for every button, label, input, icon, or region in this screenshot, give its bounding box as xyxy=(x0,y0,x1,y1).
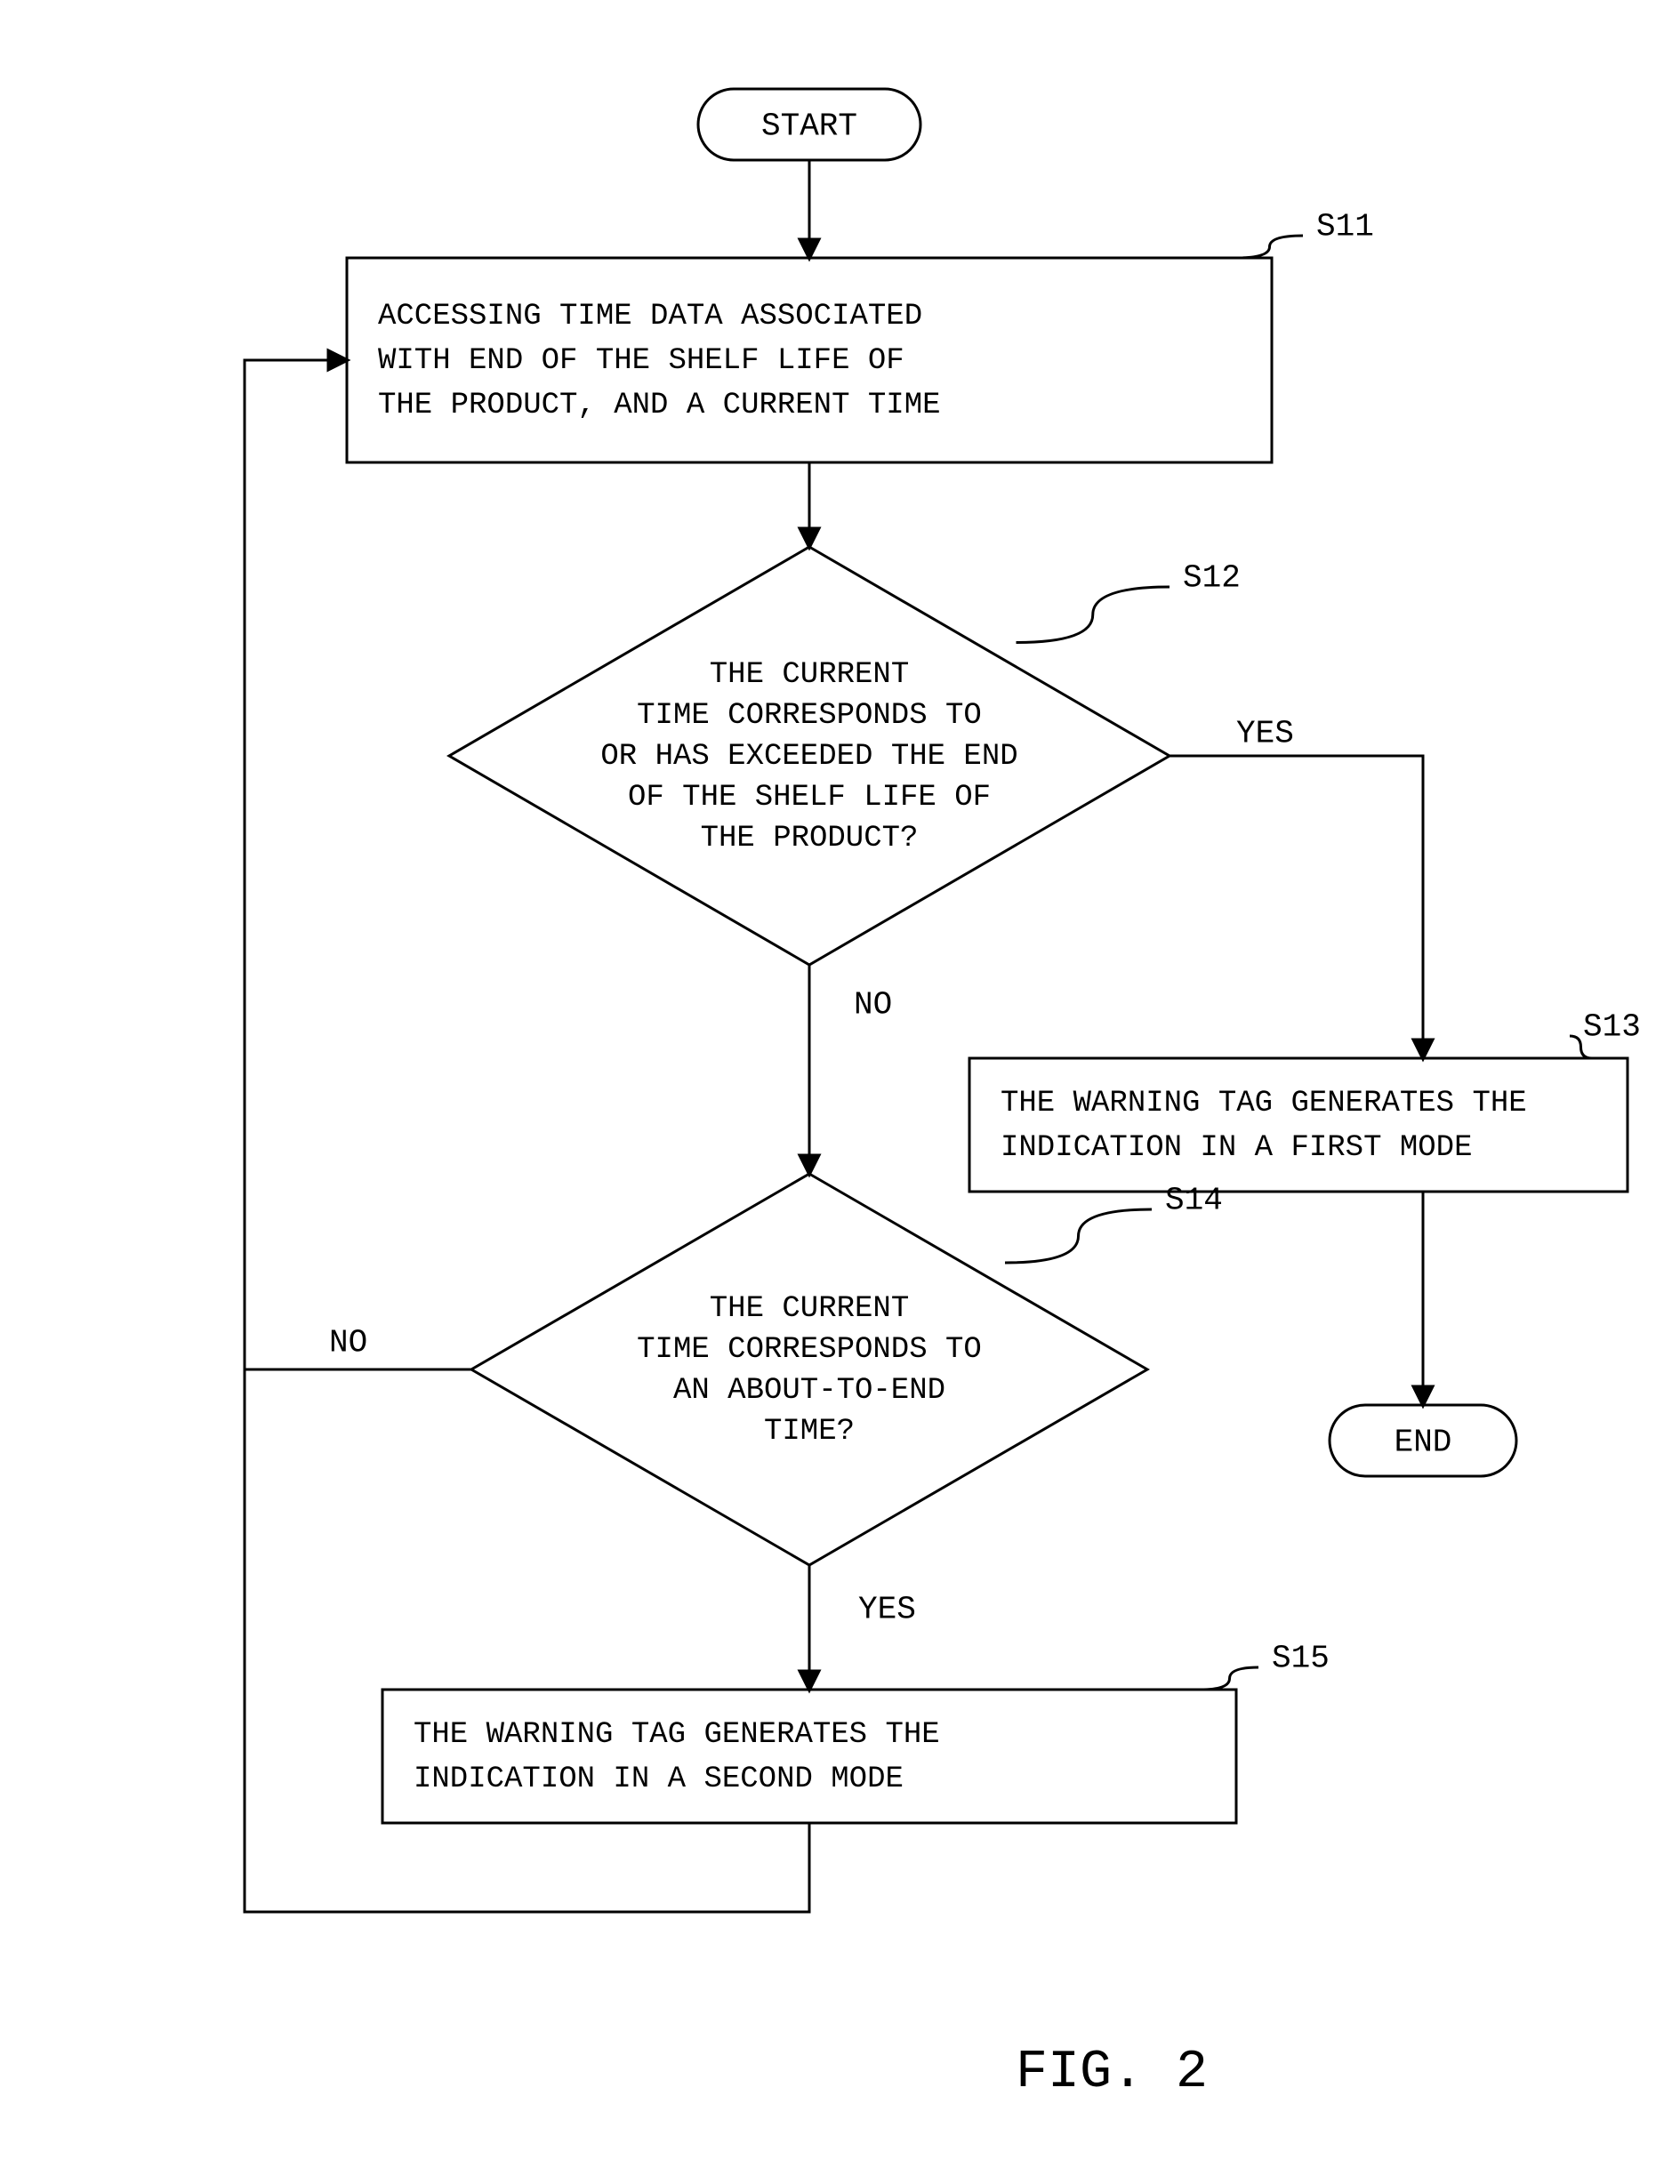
svg-text:WITH END OF THE SHELF LIFE OF: WITH END OF THE SHELF LIFE OF xyxy=(378,344,904,378)
edge xyxy=(245,360,471,1369)
svg-text:INDICATION IN A FIRST MODE: INDICATION IN A FIRST MODE xyxy=(1001,1131,1473,1165)
svg-text:THE PRODUCT, AND A CURRENT TIM: THE PRODUCT, AND A CURRENT TIME xyxy=(378,389,941,422)
svg-text:AN ABOUT-TO-END: AN ABOUT-TO-END xyxy=(673,1374,945,1408)
edge xyxy=(1170,756,1423,1058)
s15-node xyxy=(382,1690,1236,1823)
svg-text:ACCESSING TIME DATA ASSOCIATED: ACCESSING TIME DATA ASSOCIATED xyxy=(378,300,922,333)
svg-text:INDICATION IN A SECOND MODE: INDICATION IN A SECOND MODE xyxy=(414,1762,904,1796)
svg-text:S12: S12 xyxy=(1183,560,1241,597)
svg-text:TIME CORRESPONDS TO: TIME CORRESPONDS TO xyxy=(637,699,982,733)
s14-node xyxy=(471,1174,1147,1565)
svg-text:FIG. 2: FIG. 2 xyxy=(1016,2043,1208,2103)
svg-text:THE WARNING TAG GENERATES THE: THE WARNING TAG GENERATES THE xyxy=(414,1718,940,1752)
svg-text:TIME CORRESPONDS TO: TIME CORRESPONDS TO xyxy=(637,1333,982,1367)
svg-text:S14: S14 xyxy=(1165,1183,1223,1219)
flowchart-canvas: START ACCESSING TIME DATA ASSOCIATED WITH … xyxy=(0,0,1680,2180)
svg-text:END: END xyxy=(1395,1425,1452,1461)
svg-text:NO: NO xyxy=(329,1325,367,1361)
svg-text:S11: S11 xyxy=(1316,209,1374,245)
svg-text:OR HAS EXCEEDED THE END: OR HAS EXCEEDED THE END xyxy=(600,740,1017,774)
svg-text:YES: YES xyxy=(858,1592,916,1628)
svg-text:START: START xyxy=(761,108,857,145)
svg-text:S15: S15 xyxy=(1272,1641,1330,1677)
edge xyxy=(245,1369,809,1912)
svg-text:OF THE SHELF LIFE OF: OF THE SHELF LIFE OF xyxy=(628,781,991,815)
svg-text:THE PRODUCT?: THE PRODUCT? xyxy=(701,822,919,855)
svg-text:S13: S13 xyxy=(1583,1009,1641,1046)
svg-text:YES: YES xyxy=(1236,716,1294,752)
s13-node xyxy=(969,1058,1628,1192)
svg-text:NO: NO xyxy=(854,987,892,1024)
svg-text:THE CURRENT: THE CURRENT xyxy=(710,1292,909,1326)
svg-text:THE CURRENT: THE CURRENT xyxy=(710,658,909,692)
svg-text:TIME?: TIME? xyxy=(764,1415,855,1449)
svg-text:THE WARNING TAG GENERATES THE: THE WARNING TAG GENERATES THE xyxy=(1001,1087,1527,1120)
